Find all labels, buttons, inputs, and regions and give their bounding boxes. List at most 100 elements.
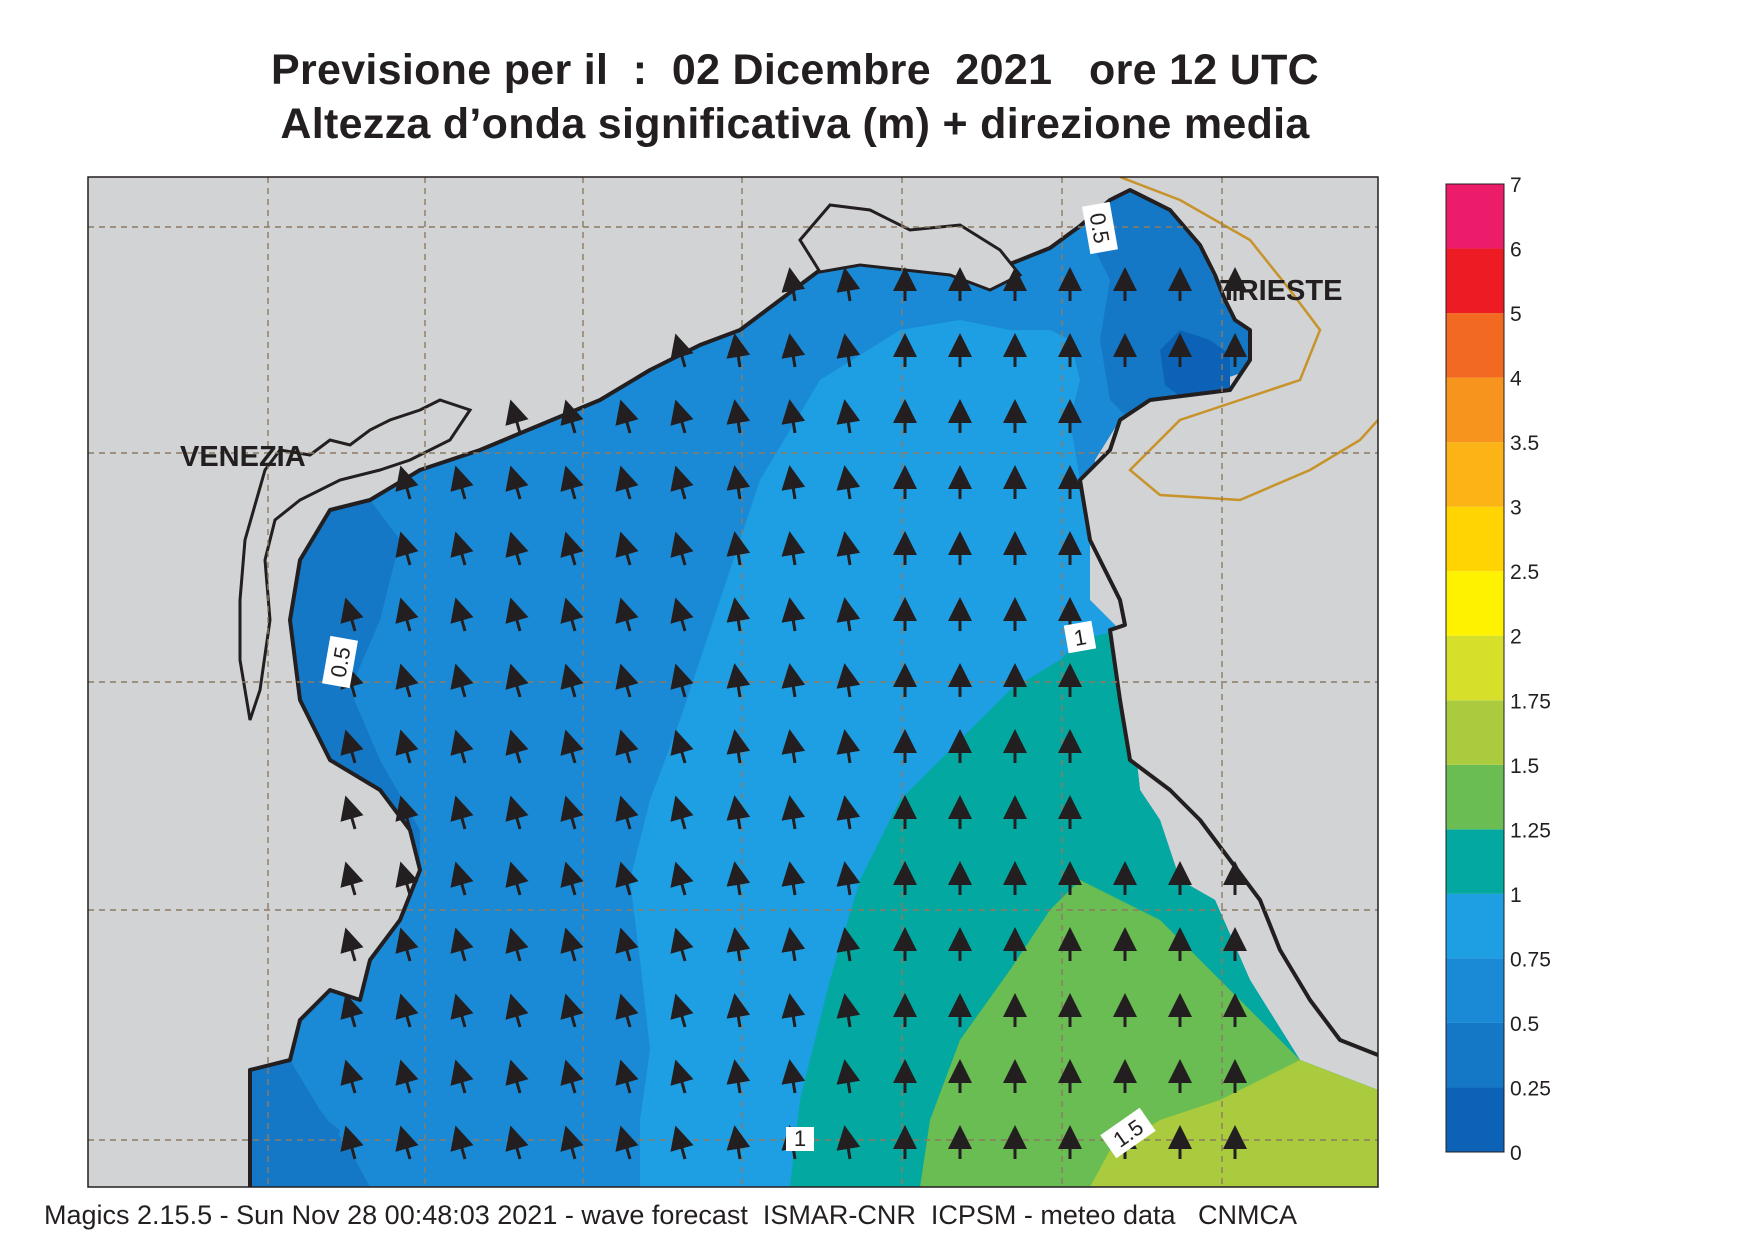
direction-arrow	[560, 795, 584, 830]
colorbar-tick-label: 1.75	[1510, 690, 1551, 713]
direction-arrow	[560, 927, 584, 962]
direction-arrow	[450, 861, 474, 896]
direction-arrow	[836, 663, 861, 698]
map-title-line2: Altezza d’onda significativa (m) + direz…	[280, 100, 1310, 148]
colorbar-swatch	[1446, 442, 1504, 507]
direction-arrow	[560, 861, 584, 896]
svg-text:0.5: 0.5	[1085, 211, 1115, 245]
direction-arrow	[505, 993, 529, 1028]
direction-arrow	[395, 1125, 419, 1160]
direction-arrow	[505, 597, 529, 632]
direction-arrow	[450, 795, 474, 830]
direction-arrow	[505, 465, 529, 500]
direction-arrow	[505, 729, 529, 764]
venice-lagoon	[238, 398, 473, 721]
direction-arrow	[395, 729, 419, 764]
colorbar-swatch	[1446, 635, 1504, 701]
direction-arrow	[340, 729, 364, 764]
direction-arrow	[505, 795, 529, 830]
direction-arrow	[726, 1059, 751, 1094]
direction-arrow	[450, 465, 474, 500]
direction-arrow	[670, 333, 694, 368]
direction-arrow	[395, 927, 419, 962]
direction-arrow	[781, 663, 806, 698]
direction-arrow	[836, 927, 861, 962]
direction-arrow	[340, 795, 364, 830]
direction-arrow	[395, 993, 419, 1028]
direction-arrow	[615, 861, 639, 896]
direction-arrow	[781, 531, 806, 566]
direction-arrow	[836, 597, 861, 632]
land-east	[1080, 177, 1378, 1055]
place-label-venezia: VENEZIA	[180, 441, 306, 473]
direction-arrow	[836, 465, 861, 500]
colorbar-tick-label: 3	[1510, 497, 1522, 520]
direction-arrow	[670, 993, 694, 1028]
trieste-border	[1119, 177, 1378, 502]
direction-arrow	[781, 267, 806, 302]
colorbar-tick-label: 5	[1510, 303, 1522, 326]
direction-arrow	[450, 663, 474, 698]
direction-arrow	[615, 1059, 639, 1094]
direction-arrow	[615, 795, 639, 830]
colorbar-swatch	[1446, 700, 1504, 765]
direction-arrow	[395, 795, 419, 830]
direction-arrow	[670, 465, 694, 500]
direction-arrow	[726, 399, 751, 434]
direction-arrow	[726, 927, 751, 962]
direction-arrow	[450, 993, 474, 1028]
colorbar-swatch	[1446, 1087, 1504, 1152]
direction-arrow	[836, 1125, 861, 1160]
direction-arrow	[505, 861, 529, 896]
colorbar-tick-label: 1.5	[1510, 755, 1539, 778]
direction-arrow	[781, 795, 806, 830]
colorbar-legend: 0 0.25 0.5 0.75 1 1.25 1.5 1.75 2 2.5 3 3.5 4 5 6 7	[1445, 174, 1551, 1165]
direction-arrow	[560, 597, 584, 632]
colorbar-swatch	[1446, 248, 1504, 314]
direction-arrow	[395, 531, 419, 566]
direction-arrow	[340, 1059, 364, 1094]
direction-arrow	[615, 531, 639, 566]
colorbar-swatch	[1446, 829, 1504, 894]
direction-arrow	[726, 333, 751, 368]
direction-arrow	[726, 1125, 751, 1160]
direction-arrow	[560, 993, 584, 1028]
colorbar-swatch	[1446, 184, 1504, 249]
direction-arrow	[670, 597, 694, 632]
direction-arrow	[340, 597, 364, 632]
direction-arrow	[836, 795, 861, 830]
direction-arrow	[670, 729, 694, 764]
colorbar-tick-label: 3.5	[1510, 432, 1539, 455]
direction-arrow	[781, 465, 806, 500]
contour-label-0.5-north: 0.5	[1082, 201, 1118, 255]
direction-arrow	[450, 1125, 474, 1160]
direction-arrow	[340, 993, 364, 1028]
direction-arrow	[615, 399, 639, 434]
direction-arrow	[781, 927, 806, 962]
direction-arrow	[340, 1125, 364, 1160]
contour-label-0.5-west: 0.5	[322, 635, 358, 689]
direction-arrow	[670, 1059, 694, 1094]
direction-arrow	[505, 531, 529, 566]
sea-1.5-1.75	[1090, 1060, 1378, 1187]
direction-arrow	[670, 531, 694, 566]
contour-label-1-south: 1	[786, 1126, 814, 1151]
direction-arrow	[670, 861, 694, 896]
svg-text:0.5: 0.5	[326, 645, 356, 679]
direction-arrow	[836, 1059, 861, 1094]
colorbar-tick-label: 0.5	[1510, 1013, 1539, 1036]
colorbar-tick-label: 6	[1510, 239, 1522, 262]
direction-arrow	[836, 333, 861, 368]
svg-text:1: 1	[1072, 624, 1088, 651]
direction-arrow	[726, 663, 751, 698]
direction-arrow	[836, 861, 861, 896]
direction-arrow	[726, 795, 751, 830]
direction-arrow	[726, 597, 751, 632]
colorbar-swatch	[1446, 313, 1504, 378]
direction-arrow	[560, 399, 584, 434]
map-area: 0.5 0.5 1 1 1.5 VENEZIA TRIESTE	[88, 177, 1378, 1187]
direction-arrow	[395, 1059, 419, 1094]
colorbar-swatch	[1446, 1022, 1504, 1088]
direction-arrow	[781, 399, 806, 434]
